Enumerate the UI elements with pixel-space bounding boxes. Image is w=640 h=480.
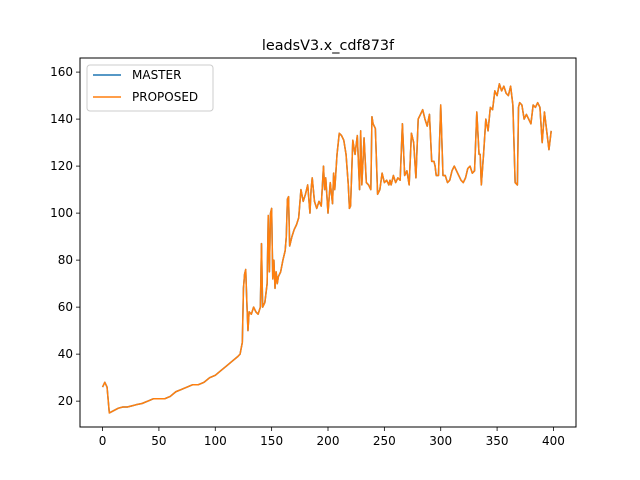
y-tick-label: 120 bbox=[50, 159, 73, 173]
plot-area bbox=[80, 58, 576, 427]
x-axis: 0 50 100 150 200 250 300 350 400 bbox=[99, 427, 565, 448]
axes-background bbox=[80, 58, 576, 427]
x-tick-label: 400 bbox=[542, 434, 565, 448]
y-tick-label: 60 bbox=[58, 300, 73, 314]
y-tick-label: 20 bbox=[58, 394, 73, 408]
x-tick-label: 100 bbox=[204, 434, 227, 448]
x-tick-label: 0 bbox=[99, 434, 107, 448]
legend-label-proposed: PROPOSED bbox=[132, 90, 198, 104]
x-tick-label: 200 bbox=[317, 434, 340, 448]
y-axis: 20 40 60 80 100 120 140 160 bbox=[50, 65, 80, 408]
y-tick-label: 40 bbox=[58, 347, 73, 361]
legend: MASTER PROPOSED bbox=[86, 64, 214, 112]
y-tick-label: 100 bbox=[50, 206, 73, 220]
x-tick-label: 150 bbox=[260, 434, 283, 448]
chart-title: leadsV3.x_cdf873f bbox=[262, 38, 395, 54]
y-tick-label: 140 bbox=[50, 112, 73, 126]
y-tick-label: 160 bbox=[50, 65, 73, 79]
axes-frame bbox=[79, 57, 577, 428]
x-tick-label: 250 bbox=[373, 434, 396, 448]
legend-label-master: MASTER bbox=[132, 68, 181, 82]
y-tick-label: 80 bbox=[58, 253, 73, 267]
x-tick-label: 300 bbox=[429, 434, 452, 448]
x-tick-label: 50 bbox=[151, 434, 166, 448]
legend-box bbox=[86, 64, 214, 112]
series-layer bbox=[101, 83, 552, 414]
x-tick-label: 350 bbox=[486, 434, 509, 448]
series-line-proposed bbox=[101, 83, 552, 414]
